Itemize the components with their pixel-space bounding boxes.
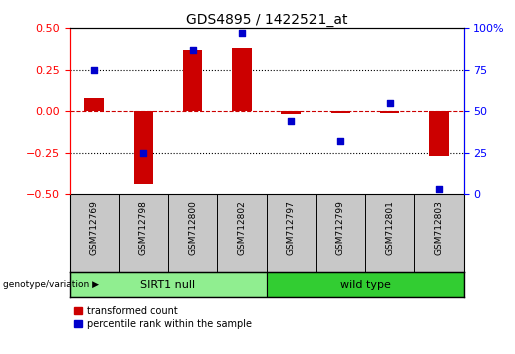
Title: GDS4895 / 1422521_at: GDS4895 / 1422521_at [186,13,347,27]
Text: GSM712803: GSM712803 [434,200,443,255]
Text: GSM712797: GSM712797 [287,200,296,255]
Text: GSM712798: GSM712798 [139,200,148,255]
Bar [380,111,400,113]
Text: GSM712801: GSM712801 [385,200,394,255]
Bar [331,111,350,113]
Point [90,67,98,73]
Legend: transformed count, percentile rank within the sample: transformed count, percentile rank withi… [74,306,252,329]
Bar [281,111,301,114]
Point [435,186,443,192]
Bar [232,48,252,111]
Point [336,138,345,144]
Bar [70,272,267,297]
Point [238,30,246,36]
Text: wild type: wild type [339,280,390,290]
Text: GSM712800: GSM712800 [188,200,197,255]
Point [139,150,147,155]
Text: GSM712769: GSM712769 [90,200,99,255]
Bar [84,98,104,111]
Bar [133,111,153,184]
Bar [183,50,202,111]
Point [287,118,295,124]
Bar [267,272,464,297]
Text: GSM712799: GSM712799 [336,200,345,255]
Text: genotype/variation ▶: genotype/variation ▶ [3,280,98,289]
Point [386,100,394,106]
Text: SIRT1 null: SIRT1 null [141,280,196,290]
Point [188,47,197,53]
Bar [429,111,449,156]
Text: GSM712802: GSM712802 [237,200,246,255]
